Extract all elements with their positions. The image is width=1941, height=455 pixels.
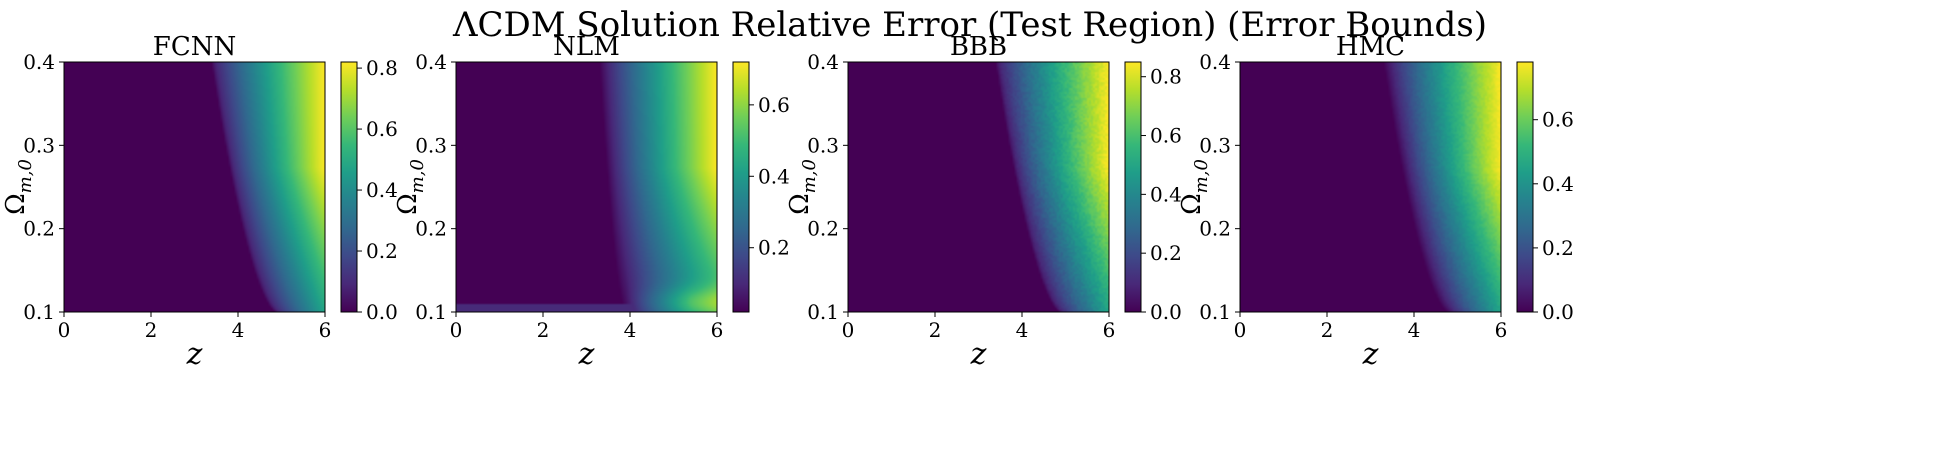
x-tick-label: 2: [929, 318, 942, 342]
x-axis-label: z: [970, 337, 987, 372]
x-tick-label: 0: [450, 318, 463, 342]
panels: FCNN 0 2 4 6 0.1 0.2 0.3 0.4 z Ωm,0 0.0 0.2 0.4 0.6 0.8…: [1, 32, 1574, 372]
colorbar-tick-label: 0.0: [1542, 300, 1574, 324]
colorbar-hmc: [1516, 61, 1534, 313]
y-tick-label: 0.1: [415, 300, 447, 324]
x-tick-label: 2: [537, 318, 550, 342]
x-axis-label: z: [1362, 337, 1379, 372]
plot-frame: [63, 61, 326, 313]
colorbar-tick-label: 0.2: [1150, 241, 1182, 265]
y-tick-label: 0.2: [807, 217, 839, 241]
plot-frame: [1239, 61, 1502, 313]
y-axis-label: Ωm,0: [785, 159, 820, 215]
plot-frame: [455, 61, 718, 313]
heatmap-fcnn: [64, 62, 325, 312]
colorbar-tick-label: 0.4: [366, 178, 398, 202]
heatmap-bbb: [848, 62, 1109, 312]
colorbar-tick-label: 0.0: [1150, 300, 1182, 324]
colorbar-tick-label: 0.2: [1542, 236, 1574, 260]
heatmap-hmc: [1240, 62, 1501, 312]
colorbar-tick-label: 0.0: [366, 300, 398, 324]
y-tick-label: 0.1: [23, 300, 55, 324]
colorbar-tick-label: 0.8: [1150, 65, 1182, 89]
x-tick-label: 4: [624, 318, 637, 342]
colorbar-tick-label: 0.6: [366, 117, 398, 141]
colorbar-tick-label: 0.4: [1542, 172, 1574, 196]
x-tick-label: 0: [842, 318, 855, 342]
x-tick-label: 2: [1321, 318, 1334, 342]
y-tick-label: 0.4: [1199, 50, 1231, 74]
y-tick-label: 0.3: [1199, 133, 1231, 157]
x-tick-label: 4: [1408, 318, 1421, 342]
panel-title-fcnn: FCNN: [153, 32, 236, 62]
y-tick-label: 0.3: [23, 133, 55, 157]
y-tick-label: 0.4: [807, 50, 839, 74]
x-tick-label: 0: [58, 318, 71, 342]
y-tick-label: 0.3: [415, 133, 447, 157]
x-axis-label: z: [578, 337, 595, 372]
colorbar-tick-label: 0.2: [758, 236, 790, 260]
x-tick-label: 6: [1495, 318, 1508, 342]
y-axis-label: Ωm,0: [393, 159, 428, 215]
y-tick-label: 0.3: [807, 133, 839, 157]
panel-title-bbb: BBB: [950, 32, 1007, 62]
x-tick-label: 4: [1016, 318, 1029, 342]
colorbar-fcnn: [340, 61, 358, 313]
y-axis-label: Ωm,0: [1, 159, 36, 215]
panel-fcnn: FCNN 0 2 4 6 0.1 0.2 0.3 0.4 z Ωm,0 0.0 0.2 0.4 0.6 0.8: [1, 32, 398, 372]
colorbar-tick-label: 0.2: [366, 239, 398, 263]
figure-title: ΛCDM Solution Relative Error (Test Regio…: [452, 5, 1487, 45]
x-tick-label: 6: [1103, 318, 1116, 342]
colorbar-tick-label: 0.6: [758, 93, 790, 117]
colorbar-tick-label: 0.4: [1150, 182, 1182, 206]
x-tick-label: 6: [711, 318, 724, 342]
colorbar-tick-label: 0.6: [1150, 124, 1182, 148]
y-tick-label: 0.1: [807, 300, 839, 324]
y-tick-label: 0.2: [23, 217, 55, 241]
colorbar-bbb: [1124, 61, 1142, 313]
panel-title-nlm: NLM: [553, 32, 620, 62]
x-tick-label: 4: [232, 318, 245, 342]
y-tick-label: 0.4: [23, 50, 55, 74]
colorbar-tick-label: 0.6: [1542, 108, 1574, 132]
x-tick-label: 2: [145, 318, 158, 342]
x-tick-label: 0: [1234, 318, 1247, 342]
x-tick-label: 6: [319, 318, 332, 342]
y-axis-label: Ωm,0: [1177, 159, 1212, 215]
panel-title-hmc: HMC: [1336, 32, 1405, 62]
y-tick-label: 0.4: [415, 50, 447, 74]
y-tick-label: 0.2: [415, 217, 447, 241]
heatmap-nlm: [456, 62, 717, 312]
colorbar-nlm: [732, 61, 750, 313]
plot-frame: [847, 61, 1110, 313]
y-tick-label: 0.2: [1199, 217, 1231, 241]
y-tick-label: 0.1: [1199, 300, 1231, 324]
x-axis-label: z: [186, 337, 203, 372]
panel-bbb: BBB 0 2 4 6 0.1 0.2 0.3 0.4 z Ωm,0 0.0 0.2 0.4 0.6 0.8: [785, 32, 1182, 372]
panel-hmc: HMC 0 2 4 6 0.1 0.2 0.3 0.4 z Ωm,0 0.0 0.2 0.4 0.6: [1177, 32, 1574, 372]
colorbar-tick-label: 0.8: [366, 56, 398, 80]
colorbar-tick-label: 0.4: [758, 164, 790, 188]
